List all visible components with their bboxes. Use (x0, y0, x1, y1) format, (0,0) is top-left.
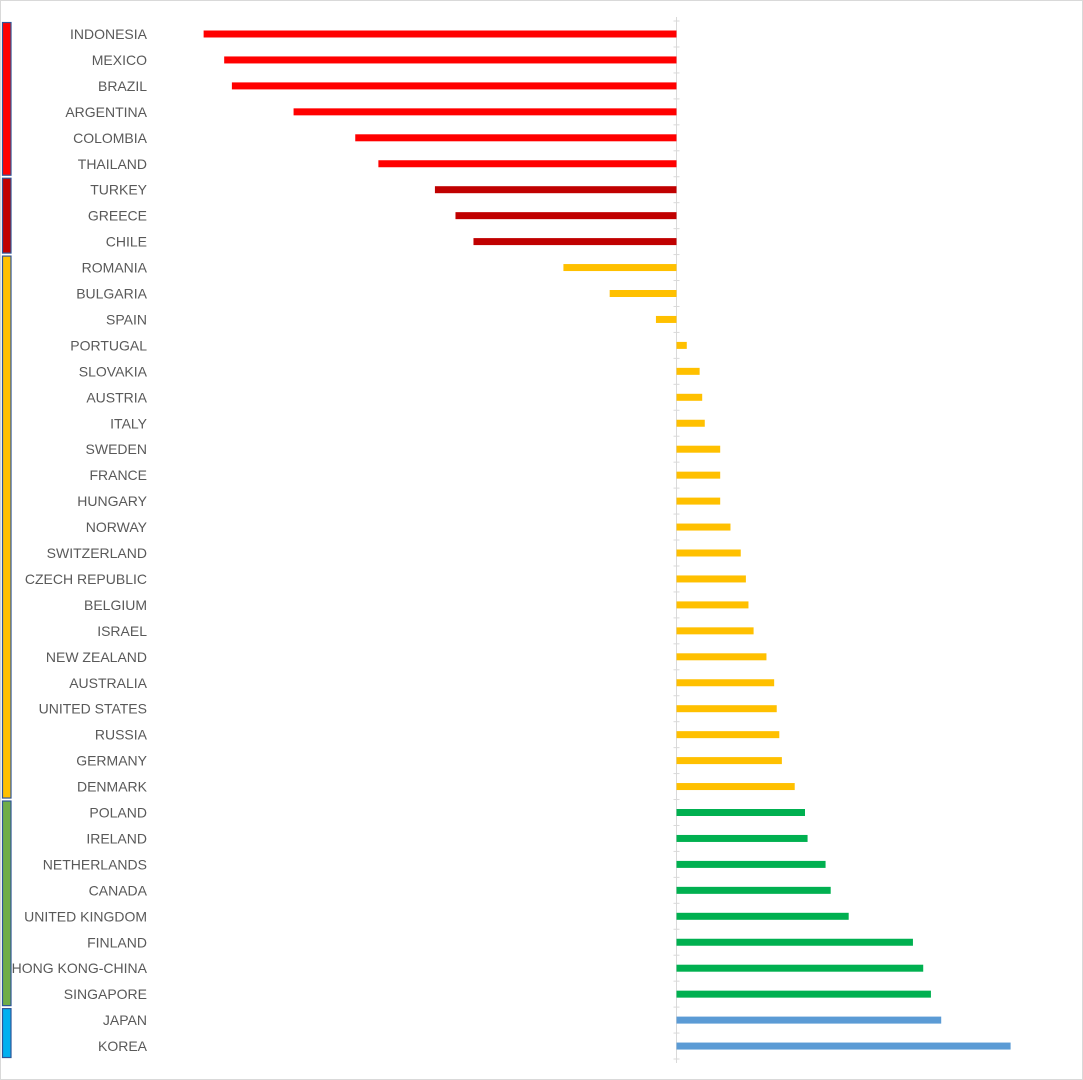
category-label: IRELAND (86, 830, 147, 846)
bar-belgium (676, 601, 749, 609)
category-label: SWEDEN (86, 441, 147, 457)
category-label: HUNGARY (77, 493, 147, 509)
bar-new-zealand (676, 653, 767, 661)
bar-brazil (231, 82, 677, 90)
bar-thailand (378, 160, 677, 168)
category-label: BRAZIL (98, 78, 147, 94)
category-label: ROMANIA (82, 260, 148, 276)
category-label: ISRAEL (97, 623, 147, 639)
category-label: SLOVAKIA (79, 363, 148, 379)
category-label: CANADA (89, 882, 148, 898)
category-label: AUSTRALIA (69, 675, 147, 691)
group-bracket (1, 21, 12, 176)
category-label: CHILE (106, 234, 147, 250)
bar-hong-kong-china (676, 964, 924, 972)
group-bracket (1, 177, 12, 254)
bar-hungary (676, 497, 721, 505)
bar-turkey (434, 186, 677, 194)
category-label: FRANCE (89, 467, 147, 483)
category-label: GREECE (88, 208, 147, 224)
bar-mexico (224, 56, 677, 64)
category-label: PORTUGAL (70, 337, 147, 353)
category-label: SPAIN (106, 311, 147, 327)
bar-portugal (676, 341, 687, 349)
bar-slovakia (676, 367, 700, 375)
category-label: RUSSIA (95, 727, 148, 743)
category-label: NEW ZEALAND (46, 649, 147, 665)
category-label: GERMANY (76, 753, 147, 769)
bar-united-states (676, 705, 777, 713)
category-label: UNITED STATES (39, 701, 147, 717)
category-label: MEXICO (92, 52, 147, 68)
bar-ireland (676, 834, 808, 842)
bar-argentina (293, 108, 677, 116)
category-label: CZECH REPUBLIC (25, 571, 147, 587)
bar-denmark (676, 783, 795, 791)
category-label: POLAND (89, 805, 147, 821)
category-label: DENMARK (77, 779, 148, 795)
category-label: NETHERLANDS (43, 856, 147, 872)
bar-singapore (676, 990, 931, 998)
bar-australia (676, 679, 775, 687)
category-label: NORWAY (86, 519, 148, 535)
category-label: ITALY (110, 415, 147, 431)
category-label: SINGAPORE (64, 986, 147, 1002)
category-labels: INDONESIA MEXICO BRAZIL ARGENTINA COLOMBIA TH… (12, 26, 148, 1054)
bar-spain (655, 315, 677, 323)
category-label: SWITZERLAND (47, 545, 147, 561)
category-label: ARGENTINA (65, 104, 147, 120)
bars (203, 30, 1011, 1050)
category-label: JAPAN (103, 1012, 147, 1028)
bar-korea (676, 1042, 1011, 1050)
category-label: TURKEY (90, 182, 147, 198)
bar-switzerland (676, 549, 741, 557)
bar-france (676, 471, 721, 479)
bar-sweden (676, 445, 721, 453)
bar-chile (473, 238, 677, 246)
bar-romania (563, 264, 677, 272)
category-label: THAILAND (78, 156, 147, 172)
category-label: KOREA (98, 1038, 148, 1054)
bar-austria (676, 393, 703, 401)
bar-bulgaria (609, 290, 677, 297)
bar-poland (676, 809, 805, 816)
group-bracket (1, 255, 12, 799)
bar-united-kingdom (676, 912, 849, 920)
bar-japan (676, 1016, 942, 1024)
category-label: BELGIUM (84, 597, 147, 613)
category-label: UNITED KINGDOM (24, 908, 147, 924)
category-label: HONG KONG-CHINA (12, 960, 148, 976)
value-axis (673, 17, 680, 1064)
bar-indonesia (203, 30, 677, 38)
bar-czech-republic (676, 575, 746, 583)
bar-israel (676, 627, 754, 635)
bar-norway (676, 523, 731, 531)
bar-russia (676, 731, 780, 739)
bar-germany (676, 757, 782, 765)
bar-colombia (355, 134, 677, 142)
category-label: COLOMBIA (73, 130, 148, 146)
group-bracket (1, 800, 12, 1007)
group-bracket (1, 1008, 12, 1059)
bar-canada (676, 886, 831, 894)
category-label: BULGARIA (76, 286, 147, 302)
category-label: AUSTRIA (86, 389, 147, 405)
group-brackets (1, 21, 12, 1059)
bar-italy (676, 419, 705, 427)
category-label: FINLAND (87, 934, 147, 950)
bar-finland (676, 938, 913, 946)
bar-greece (455, 212, 677, 220)
bar-netherlands (676, 860, 826, 868)
category-label: INDONESIA (70, 26, 148, 42)
